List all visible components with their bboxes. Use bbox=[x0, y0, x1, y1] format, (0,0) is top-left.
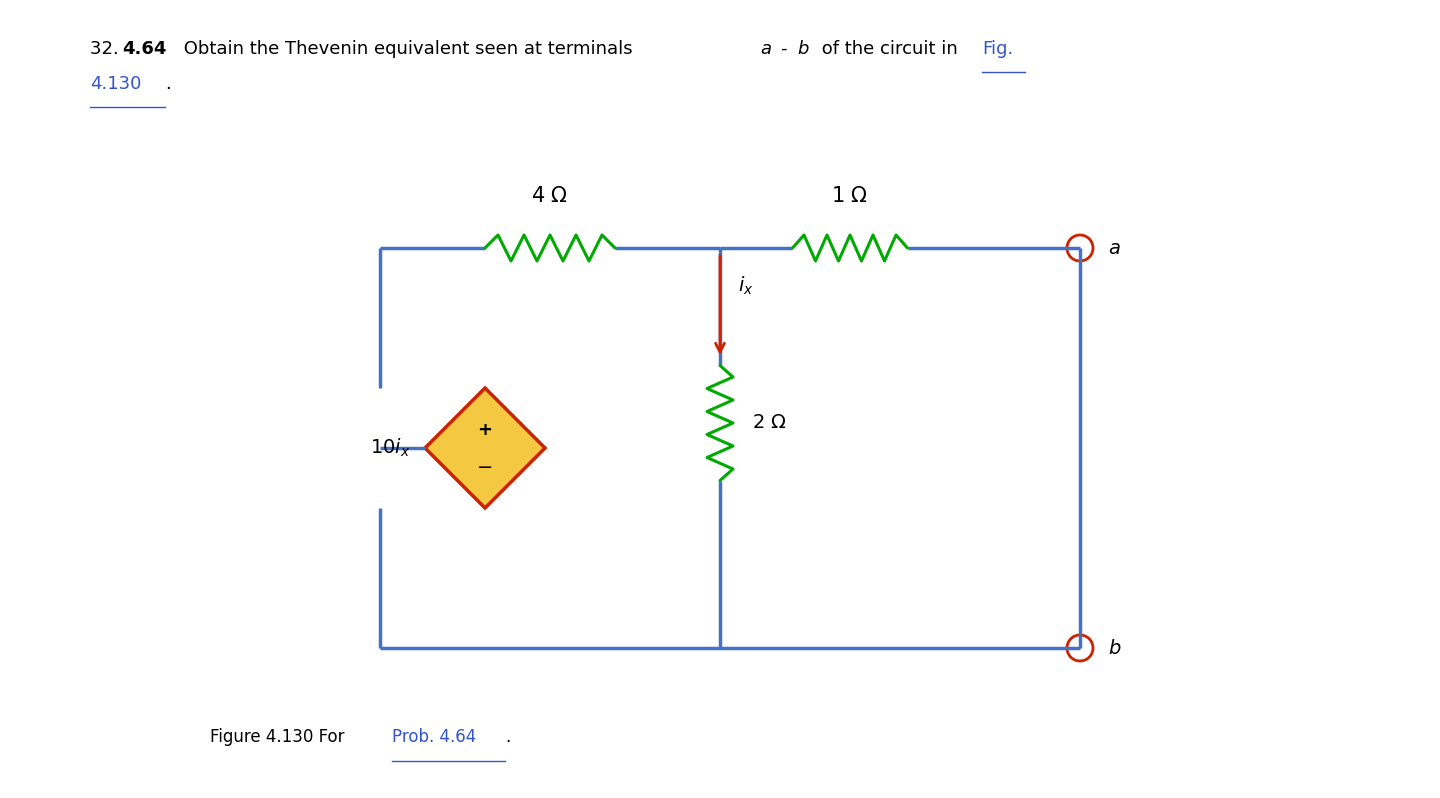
Text: of the circuit in: of the circuit in bbox=[816, 40, 963, 58]
Text: Obtain the Thevenin equivalent seen at terminals: Obtain the Thevenin equivalent seen at t… bbox=[179, 40, 638, 58]
Text: b: b bbox=[1107, 638, 1120, 658]
Text: Prob. 4.64: Prob. 4.64 bbox=[392, 728, 477, 746]
Text: -: - bbox=[780, 40, 786, 58]
Text: 1 $\Omega$: 1 $\Omega$ bbox=[831, 186, 868, 206]
Text: $i_x$: $i_x$ bbox=[739, 275, 753, 297]
Circle shape bbox=[1067, 635, 1093, 661]
Text: .: . bbox=[505, 728, 510, 746]
Circle shape bbox=[1067, 235, 1093, 261]
Text: +: + bbox=[478, 421, 492, 439]
Text: 4.130: 4.130 bbox=[89, 75, 141, 93]
Text: .: . bbox=[166, 75, 171, 93]
Text: 2 $\Omega$: 2 $\Omega$ bbox=[752, 413, 786, 433]
Polygon shape bbox=[425, 388, 544, 508]
Text: a: a bbox=[760, 40, 770, 58]
Text: −: − bbox=[477, 459, 492, 477]
Text: 32.: 32. bbox=[89, 40, 124, 58]
Text: a: a bbox=[1107, 239, 1120, 258]
Text: $10i_x$: $10i_x$ bbox=[370, 437, 410, 459]
Text: Figure 4.130 For: Figure 4.130 For bbox=[210, 728, 350, 746]
Text: 4.64: 4.64 bbox=[122, 40, 167, 58]
Text: Fig.: Fig. bbox=[982, 40, 1014, 58]
Text: 4 $\Omega$: 4 $\Omega$ bbox=[531, 186, 569, 206]
Text: b: b bbox=[796, 40, 808, 58]
